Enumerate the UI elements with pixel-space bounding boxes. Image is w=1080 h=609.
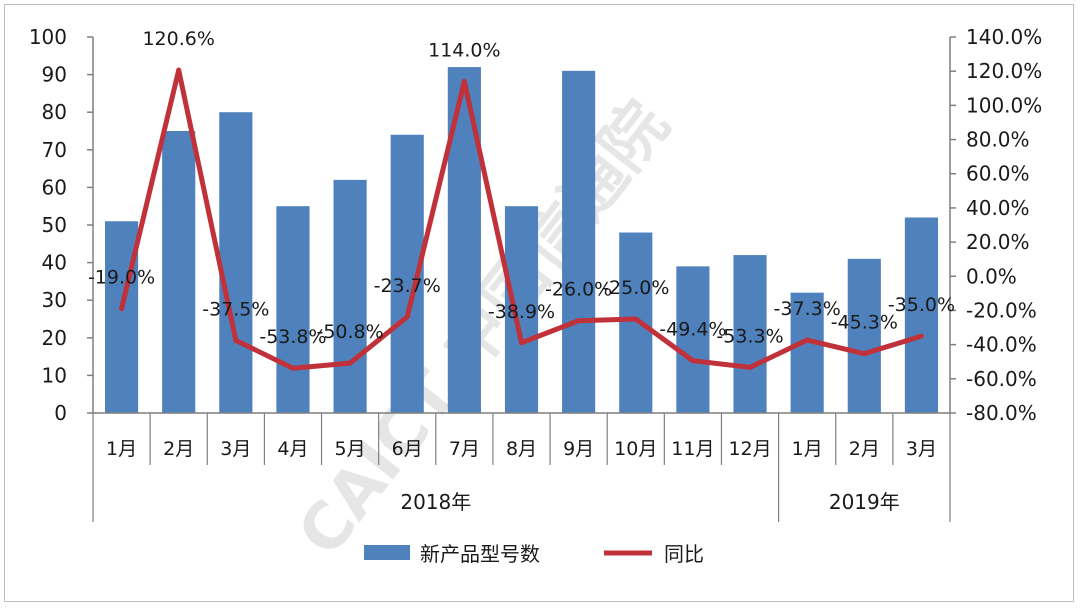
legend-label-line: 同比 — [664, 542, 704, 566]
y-right-tick-label: 120.0% — [966, 59, 1042, 83]
y-left-tick-label: 10 — [42, 363, 67, 387]
x-tick-label: 2月 — [163, 438, 194, 460]
x-tick-label: 8月 — [506, 438, 537, 460]
y-right-tick-label: 20.0% — [966, 230, 1030, 254]
line-point — [519, 340, 524, 346]
line-data-label: -37.5% — [202, 298, 269, 320]
line-point — [233, 337, 239, 343]
bar — [562, 70, 596, 413]
line-point — [461, 78, 467, 84]
x-tick-label: 6月 — [392, 438, 423, 460]
y-left-tick-label: 70 — [42, 138, 67, 162]
x-tick-label: 3月 — [906, 438, 937, 460]
x-tick-label: 4月 — [277, 438, 308, 460]
y-left-tick-label: 60 — [42, 175, 67, 199]
legend: 新产品型号数 同比 — [364, 542, 704, 566]
line-data-label: 120.6% — [142, 28, 214, 50]
y-left-tick-label: 40 — [42, 251, 67, 275]
line-point — [404, 314, 410, 320]
bar — [162, 131, 196, 413]
bar — [676, 266, 710, 413]
x-tick-label: 3月 — [220, 438, 251, 460]
line-data-label: -49.4% — [659, 319, 726, 341]
line-data-label: -25.0% — [602, 277, 669, 299]
axes: 0 10 20 30 40 50 60 70 80 90 100 -80.0% -60.0% -40.0%… — [29, 25, 1042, 522]
line-data-label: -45.3% — [831, 312, 898, 334]
line-data-label: -53.3% — [716, 325, 783, 347]
bar — [276, 206, 310, 413]
y-left-tick-label: 0 — [54, 401, 67, 425]
line-data-label: 114.0% — [428, 39, 500, 61]
y-left-tick-label: 50 — [42, 213, 67, 237]
line-point — [861, 351, 867, 357]
bar — [619, 232, 653, 413]
y-left-tick-label: 100 — [29, 25, 67, 49]
line-point — [633, 316, 639, 322]
x-tick-label: 1月 — [106, 438, 137, 460]
y-left-tick-label: 20 — [42, 326, 67, 350]
bar — [504, 206, 539, 413]
line-point — [690, 358, 696, 364]
y-left-tick-label: 30 — [42, 288, 67, 312]
y-right-tick-label: -80.0% — [966, 401, 1037, 425]
x-tick-label: 9月 — [563, 438, 594, 460]
bar — [219, 112, 253, 413]
line-point — [747, 364, 753, 370]
legend-swatch-bar — [364, 545, 410, 560]
x-tick-label: 1月 — [792, 438, 823, 460]
bar — [790, 292, 824, 413]
line-data-label: -53.8% — [259, 326, 326, 348]
x-tick-label: 12月 — [728, 438, 771, 460]
y-right-tick-label: 80.0% — [966, 128, 1030, 152]
bar — [333, 179, 367, 413]
x-tick-label: 11月 — [671, 438, 714, 460]
y-left-tick-label: 80 — [42, 100, 67, 124]
line-point — [918, 333, 924, 339]
y-right-tick-label: 60.0% — [966, 162, 1030, 186]
line-data-label: -23.7% — [374, 275, 441, 297]
line-data-label: -50.8% — [316, 321, 383, 343]
y-right-tick-label: 140.0% — [966, 25, 1042, 49]
line-point — [804, 337, 810, 343]
legend-label-bar: 新产品型号数 — [420, 542, 540, 566]
bar — [847, 258, 881, 413]
y-left-tick-label: 90 — [42, 63, 67, 87]
bar-series — [104, 67, 939, 413]
line-point — [576, 318, 582, 324]
group-label: 2019年 — [829, 490, 900, 514]
line-point — [347, 360, 353, 366]
x-tick-label: 5月 — [335, 438, 366, 460]
y-right-tick-label: -40.0% — [966, 333, 1037, 357]
line-data-label: -38.9% — [488, 301, 555, 323]
line-data-label: -26.0% — [545, 279, 612, 301]
line-data-label: -35.0% — [888, 294, 955, 316]
y-right-tick-label: 100.0% — [966, 93, 1042, 117]
y-right-tick-label: 40.0% — [966, 196, 1030, 220]
y-right-tick-label: -20.0% — [966, 298, 1037, 322]
line-series — [119, 67, 924, 371]
x-tick-label: 10月 — [614, 438, 657, 460]
line-data-label: -19.0% — [88, 267, 155, 289]
y-right-tick-label: 0.0% — [966, 264, 1017, 288]
group-label: 2018年 — [400, 490, 471, 514]
y-right-tick-label: -60.0% — [966, 367, 1037, 391]
bar — [904, 217, 939, 413]
line-point — [176, 67, 182, 73]
line-data-label: -37.3% — [774, 298, 841, 320]
line-point — [119, 306, 125, 312]
line-point — [290, 365, 296, 371]
bar — [733, 255, 767, 413]
x-tick-label: 7月 — [449, 438, 480, 460]
x-tick-label: 2月 — [849, 438, 880, 460]
data-labels: -19.0% 120.6% -37.5% -53.8%-50.8% -23.7% 114.… — [88, 28, 955, 348]
